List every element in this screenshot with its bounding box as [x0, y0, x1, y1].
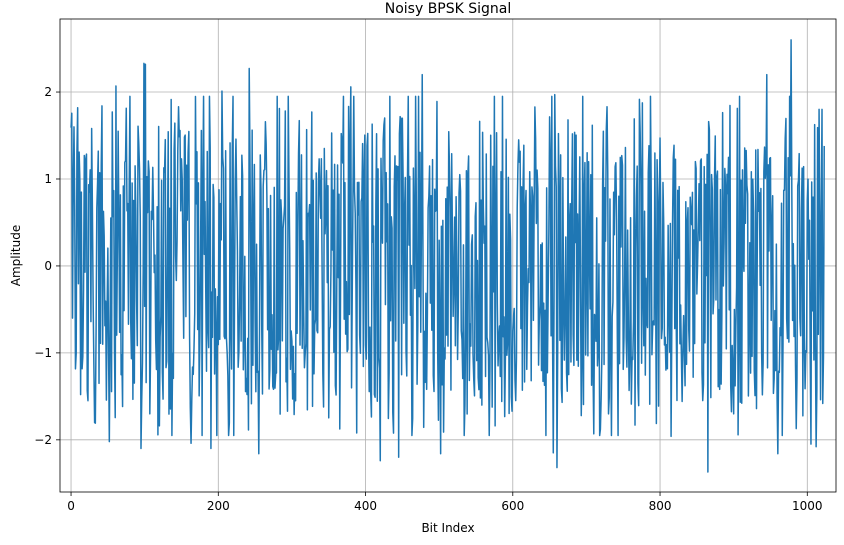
x-tick-label: 200	[207, 499, 230, 513]
y-tick-label: 0	[44, 259, 52, 273]
x-tick-label: 600	[501, 499, 524, 513]
plot-area	[59, 18, 837, 493]
series-group	[70, 39, 825, 473]
x-axis-ticks: 0 200 400 600 800 1000	[67, 492, 823, 513]
x-tick-label: 0	[67, 499, 75, 513]
y-axis-ticks: −2 −1 0 1 2	[34, 85, 60, 447]
y-tick-label: 2	[44, 85, 52, 99]
y-axis-label: Amplitude	[9, 225, 23, 287]
series-line	[70, 39, 825, 473]
y-tick-label: 1	[44, 172, 52, 186]
y-tick-label: −2	[34, 433, 52, 447]
x-tick-label: 800	[649, 499, 672, 513]
y-tick-label: −1	[34, 346, 52, 360]
axes-frame	[59, 18, 837, 493]
x-tick-label: 1000	[792, 499, 823, 513]
x-axis-label: Bit Index	[421, 521, 474, 535]
x-tick-label: 400	[354, 499, 377, 513]
chart-title: Noisy BPSK Signal	[385, 1, 512, 17]
